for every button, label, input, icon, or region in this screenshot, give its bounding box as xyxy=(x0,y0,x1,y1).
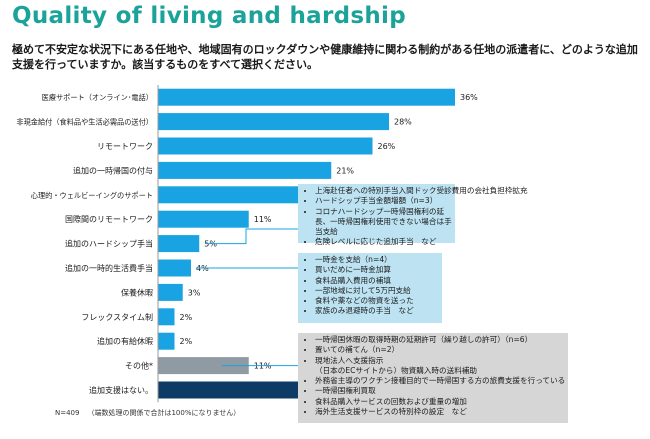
bar xyxy=(158,332,175,350)
value-label: 28% xyxy=(394,118,412,127)
note-item: 海外生活支援サービスの特別枠の設定 など xyxy=(315,407,564,417)
sample-size: N=409 xyxy=(55,409,80,417)
bar xyxy=(158,161,332,179)
bar xyxy=(158,137,373,155)
note-item: 食料品購入費用の補填 xyxy=(315,276,438,286)
note-item: 置いての補てん（n=2） xyxy=(315,345,564,355)
category-label: 心理的・ウェルビーイングのサポート xyxy=(31,191,153,200)
note-item: 一部地域に対して5万円支給 xyxy=(315,286,438,296)
category-label: 非現金給付（食料品や生活必需品の送付） xyxy=(16,118,153,127)
bar xyxy=(158,113,389,131)
page-title: Quality of living and hardship xyxy=(12,3,406,29)
bar xyxy=(158,235,200,253)
living-allowance-notes: 一時金を支給（n=4） 買いだめに一時金加算 食料品購入費用の補填 一部地域に対… xyxy=(298,253,442,323)
note-item: 買いだめに一時金加算 xyxy=(315,265,438,275)
other-support-notes: 一時帰国休暇の取得時期の延期許可（繰り越しの許可）（n=6） 置いての補てん（n… xyxy=(298,333,568,423)
footnote: N=409 （端数処理の関係で合計は100%になりません） xyxy=(55,408,240,418)
category-label: 追加の有給休暇 xyxy=(97,336,153,346)
category-label: 追加の一時的生活費手当 xyxy=(65,263,153,273)
note-item: 家族のみ退避時の手当 など xyxy=(315,306,438,316)
value-label: 2% xyxy=(180,337,193,346)
note-item: 危険レベルに応じた追加手当 など xyxy=(315,237,451,247)
bar xyxy=(158,283,183,301)
value-label: 21% xyxy=(336,166,354,175)
bar xyxy=(158,259,191,277)
note-item: 上海赴任者への特別手当入間ドック受診費用の会社負担枠拡充 xyxy=(315,186,528,196)
connector-hardship xyxy=(205,228,298,245)
category-label: 追加の一時帰国の付与 xyxy=(73,165,153,175)
note-item: 一時帰国休暇の取得時期の延期許可（繰り越しの許可）（n=6） xyxy=(315,335,564,345)
note-item: （日本のECサイトから）物資購入時の送料補助 xyxy=(315,365,477,375)
rounding-note: （端数処理の関係で合計は100%になりません） xyxy=(87,409,241,417)
note-item: 現地法人へ支援指示 xyxy=(315,356,564,366)
category-label: フレックスタイム制 xyxy=(81,312,153,322)
value-label: 36% xyxy=(460,93,478,102)
category-label: 追加のハードシップ手当 xyxy=(65,239,153,249)
value-label: 2% xyxy=(180,313,193,322)
bar xyxy=(158,88,455,106)
value-label: 3% xyxy=(188,288,201,297)
note-item: コロナハードシップ一時帰国権利の延長、一時帰国権利使用できない場合は手当支給 xyxy=(315,207,457,238)
bar xyxy=(158,357,249,375)
category-label: 追加支援はない。 xyxy=(89,385,153,395)
category-label: 国際間のリモートワーク xyxy=(65,214,153,224)
note-item: 食料や薬などの物資を送った xyxy=(315,296,438,306)
value-label: 11% xyxy=(254,215,272,224)
bar xyxy=(158,186,323,204)
survey-question: 極めて不安定な状況下にある任地や、地域固有のロックダウンや健康維持に関わる制約が… xyxy=(12,43,638,71)
category-label: リモートワーク xyxy=(97,142,153,151)
note-item: 外務省主導のワクチン接種目的で一時帰国する方の旅費支援を行っている xyxy=(315,376,565,386)
category-label: その他* xyxy=(125,361,153,371)
value-label: 26% xyxy=(378,142,396,151)
bar xyxy=(158,210,249,228)
bar xyxy=(158,308,175,326)
note-item: 食料品購入サービスの回数および重量の増加 xyxy=(315,397,564,407)
note-item: 一時帰国権利買取 xyxy=(315,386,564,396)
category-label: 医療サポート（オンライン･電話） xyxy=(42,93,153,102)
note-item: 一時金を支給（n=4） xyxy=(315,255,438,265)
category-label: 保養休暇 xyxy=(121,287,153,297)
hardship-allowance-notes: 上海赴任者への特別手当入間ドック受診費用の会社負担枠拡充 ハードシップ手当金額増… xyxy=(298,184,528,246)
note-item: ハードシップ手当金額増額（n=3） xyxy=(315,196,451,206)
